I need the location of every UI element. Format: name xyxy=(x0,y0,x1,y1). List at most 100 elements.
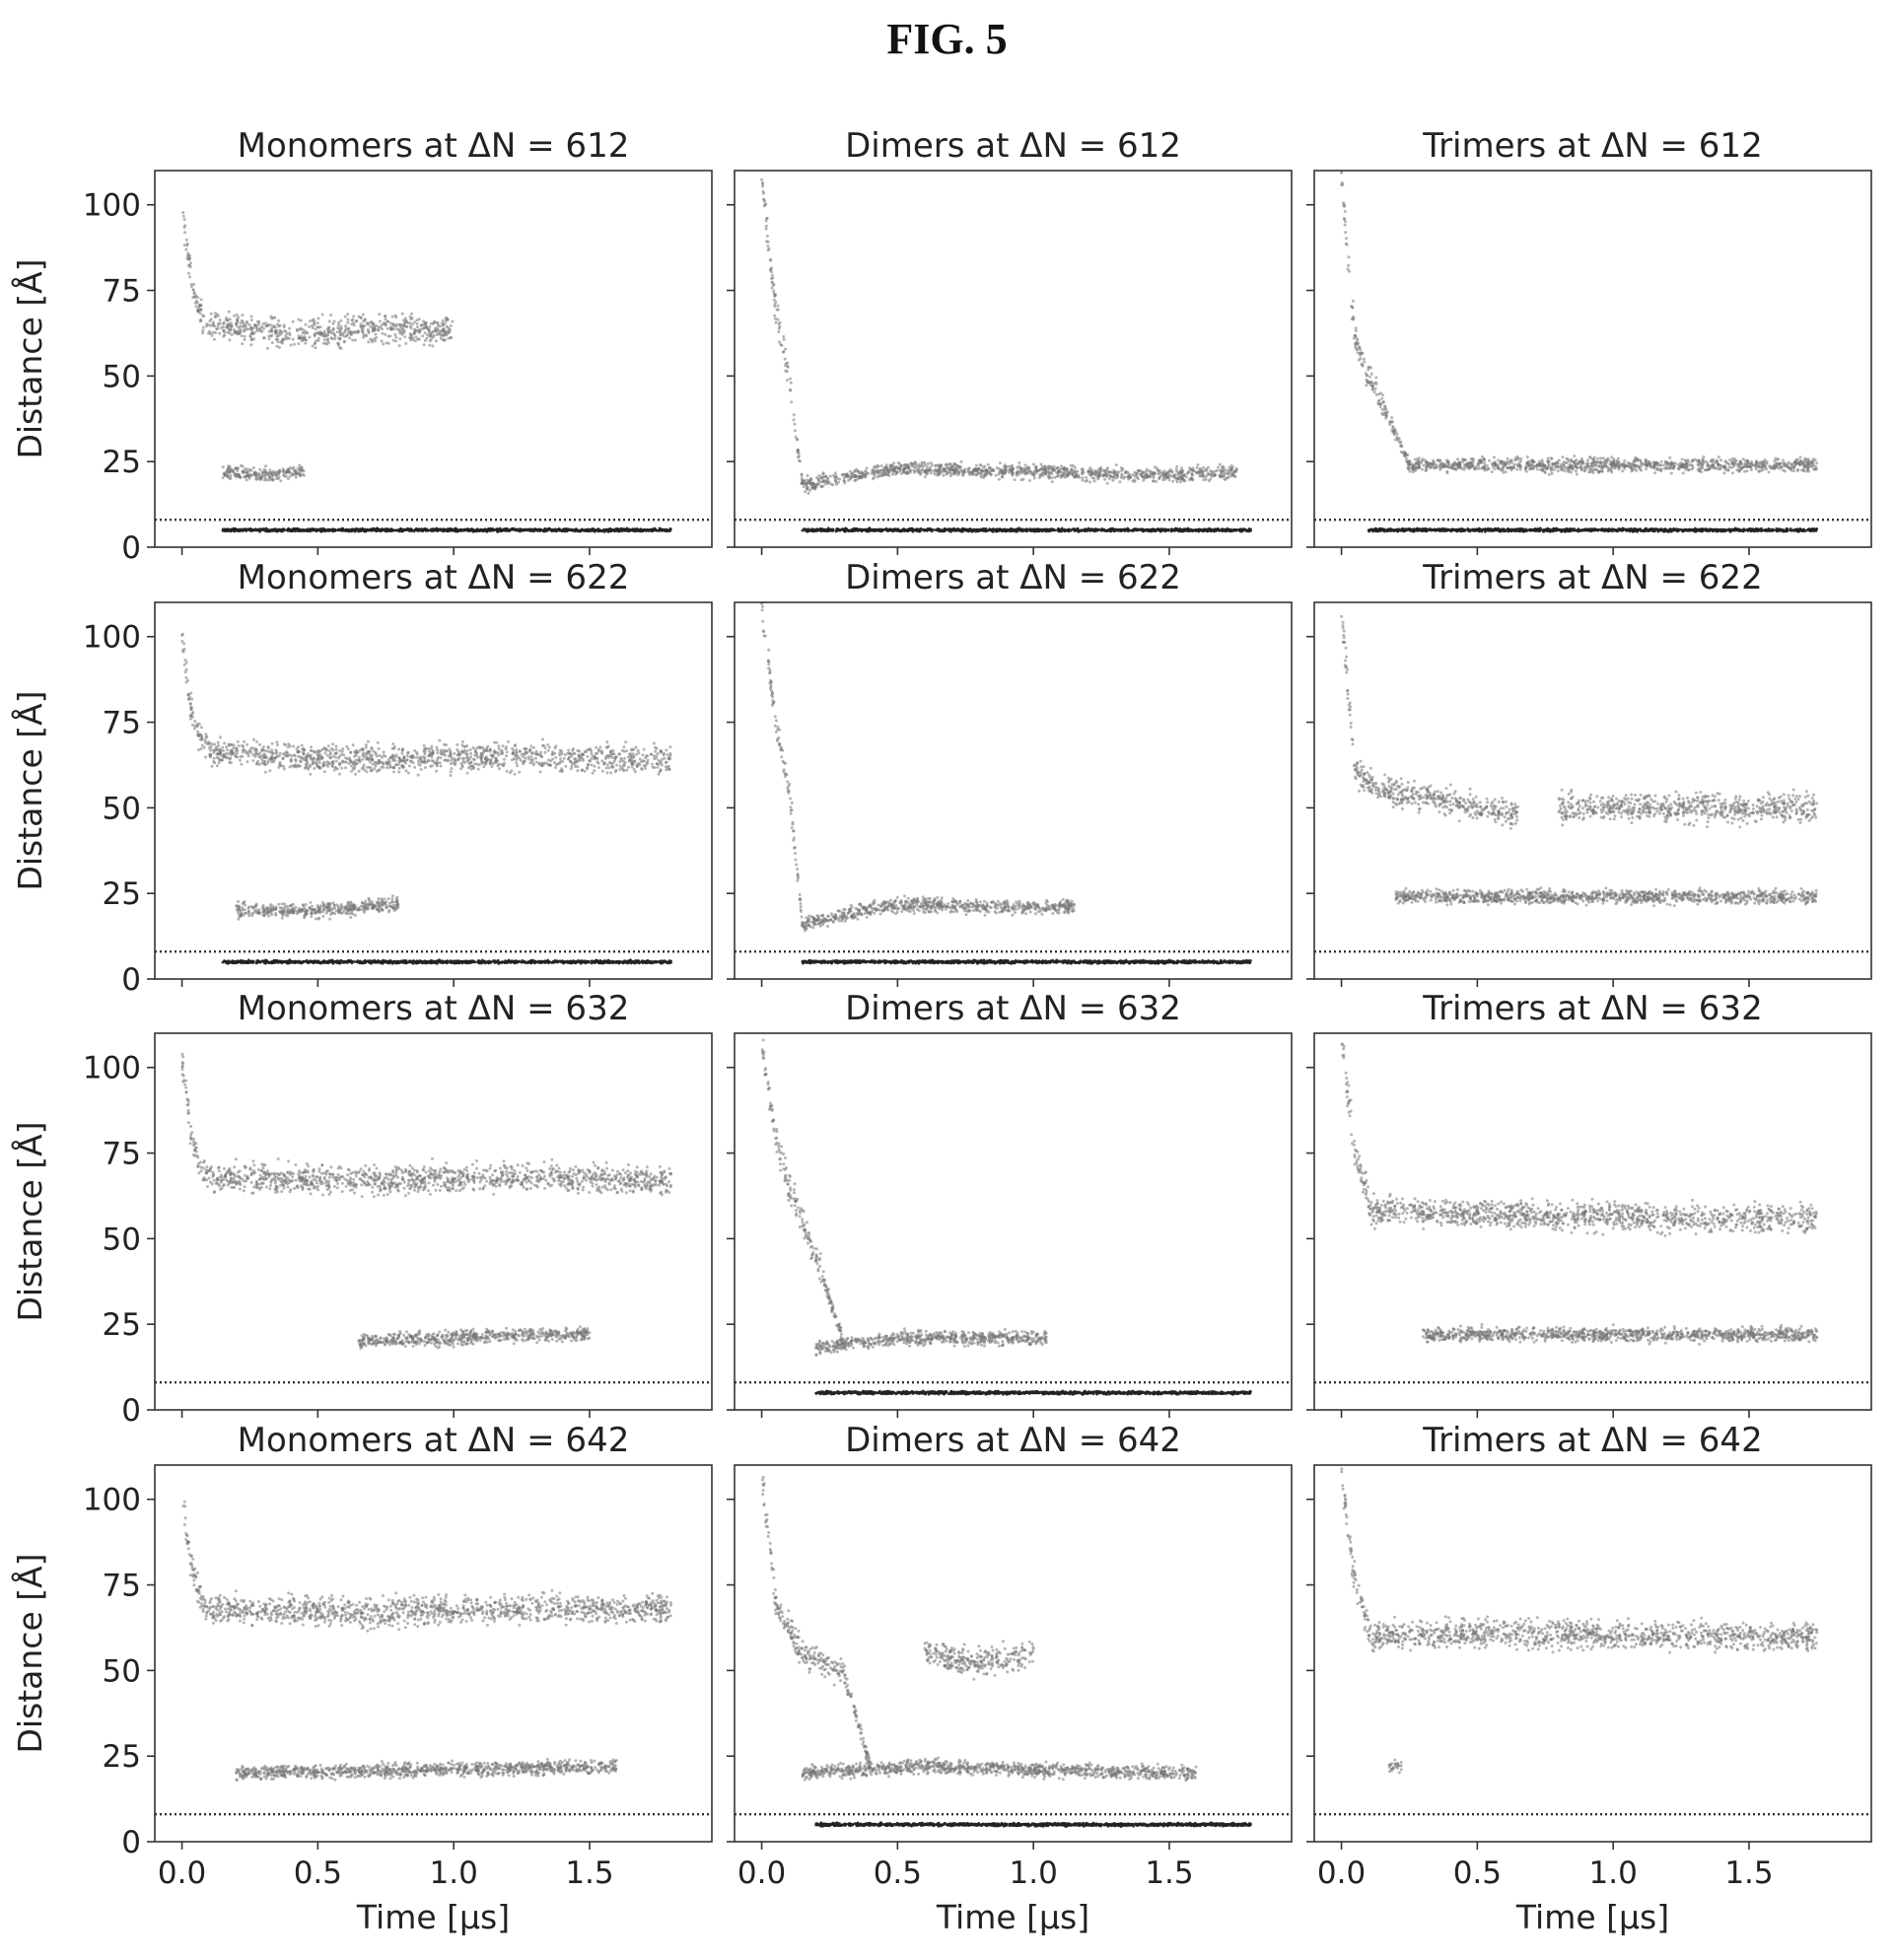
data-point xyxy=(948,462,952,466)
data-point xyxy=(848,477,852,481)
data-point xyxy=(931,527,934,531)
data-point xyxy=(796,448,800,452)
data-point xyxy=(447,325,450,329)
data-point xyxy=(252,322,256,326)
data-point xyxy=(902,463,906,467)
data-point xyxy=(1195,465,1199,469)
data-point xyxy=(1227,528,1229,532)
data-point xyxy=(241,324,245,328)
data-point xyxy=(415,318,419,322)
data-point xyxy=(441,322,445,326)
data-point xyxy=(429,321,433,325)
data-point xyxy=(1223,477,1227,481)
data-point xyxy=(226,527,230,531)
data-point xyxy=(319,527,323,531)
data-point xyxy=(432,333,436,337)
data-point xyxy=(413,339,417,343)
data-point xyxy=(252,330,256,334)
data-point xyxy=(1374,392,1378,396)
data-point xyxy=(1354,329,1358,332)
data-point xyxy=(1003,472,1006,476)
data-point xyxy=(1659,459,1663,463)
data-point xyxy=(1380,396,1384,400)
data-point xyxy=(399,331,403,335)
data-point xyxy=(1120,472,1124,476)
data-point xyxy=(235,528,239,532)
data-point xyxy=(850,475,854,479)
data-point xyxy=(339,332,343,336)
data-point xyxy=(1071,473,1075,477)
data-point xyxy=(248,335,252,339)
data-point xyxy=(1118,480,1122,484)
data-point xyxy=(393,314,397,317)
data-point xyxy=(408,321,412,325)
data-point xyxy=(938,468,941,472)
data-point xyxy=(1037,529,1041,532)
data-point xyxy=(439,333,443,337)
data-point xyxy=(1152,474,1156,478)
data-point xyxy=(520,527,523,531)
data-point xyxy=(879,527,883,531)
data-point xyxy=(364,528,367,532)
data-point xyxy=(906,528,910,532)
data-point xyxy=(402,318,405,322)
data-point xyxy=(1190,472,1194,476)
data-point xyxy=(363,324,367,327)
data-point xyxy=(271,477,275,481)
data-point xyxy=(1184,475,1188,479)
panel-title: Dimers at ΔN = 612 xyxy=(845,126,1181,166)
data-point xyxy=(1092,479,1096,483)
data-point xyxy=(1142,478,1146,482)
data-point xyxy=(777,340,781,344)
data-point xyxy=(311,344,315,348)
data-point xyxy=(218,318,222,322)
data-point xyxy=(806,478,809,482)
data-point xyxy=(290,529,293,532)
data-point xyxy=(398,337,402,341)
data-point xyxy=(1205,473,1209,477)
data-point xyxy=(1220,474,1223,478)
data-point xyxy=(761,184,765,188)
data-point xyxy=(319,331,323,335)
data-point xyxy=(910,528,914,532)
data-point xyxy=(314,346,317,350)
data-point xyxy=(1365,374,1368,377)
data-point xyxy=(641,529,645,533)
data-point xyxy=(774,300,778,304)
data-point xyxy=(1340,171,1344,175)
data-point xyxy=(956,473,960,477)
data-point xyxy=(1728,458,1732,461)
data-point xyxy=(782,337,786,341)
data-point xyxy=(789,381,793,385)
data-point xyxy=(359,322,363,326)
data-point xyxy=(239,324,243,328)
data-point xyxy=(1210,529,1213,533)
data-point xyxy=(279,329,283,333)
data-point xyxy=(233,328,236,332)
data-point xyxy=(251,528,254,532)
data-point xyxy=(792,413,796,417)
data-point xyxy=(1204,467,1208,471)
data-point xyxy=(499,528,503,532)
data-point xyxy=(944,463,947,467)
data-point xyxy=(1039,462,1043,466)
data-point xyxy=(661,528,665,532)
data-point xyxy=(198,312,202,315)
data-point xyxy=(1081,476,1085,480)
data-point xyxy=(1175,476,1179,480)
data-point xyxy=(284,334,288,338)
data-point xyxy=(1343,223,1347,227)
data-point xyxy=(786,361,790,365)
data-point xyxy=(1355,336,1359,340)
data-point xyxy=(231,468,234,472)
data-point xyxy=(1218,462,1222,466)
data-point xyxy=(221,325,225,329)
data-point xyxy=(1696,462,1700,466)
data-point xyxy=(362,333,366,337)
data-point xyxy=(765,234,769,238)
data-point xyxy=(227,466,231,470)
data-point xyxy=(1380,412,1384,416)
data-point xyxy=(1051,469,1055,473)
data-point xyxy=(1130,528,1134,532)
data-point xyxy=(1136,528,1139,532)
